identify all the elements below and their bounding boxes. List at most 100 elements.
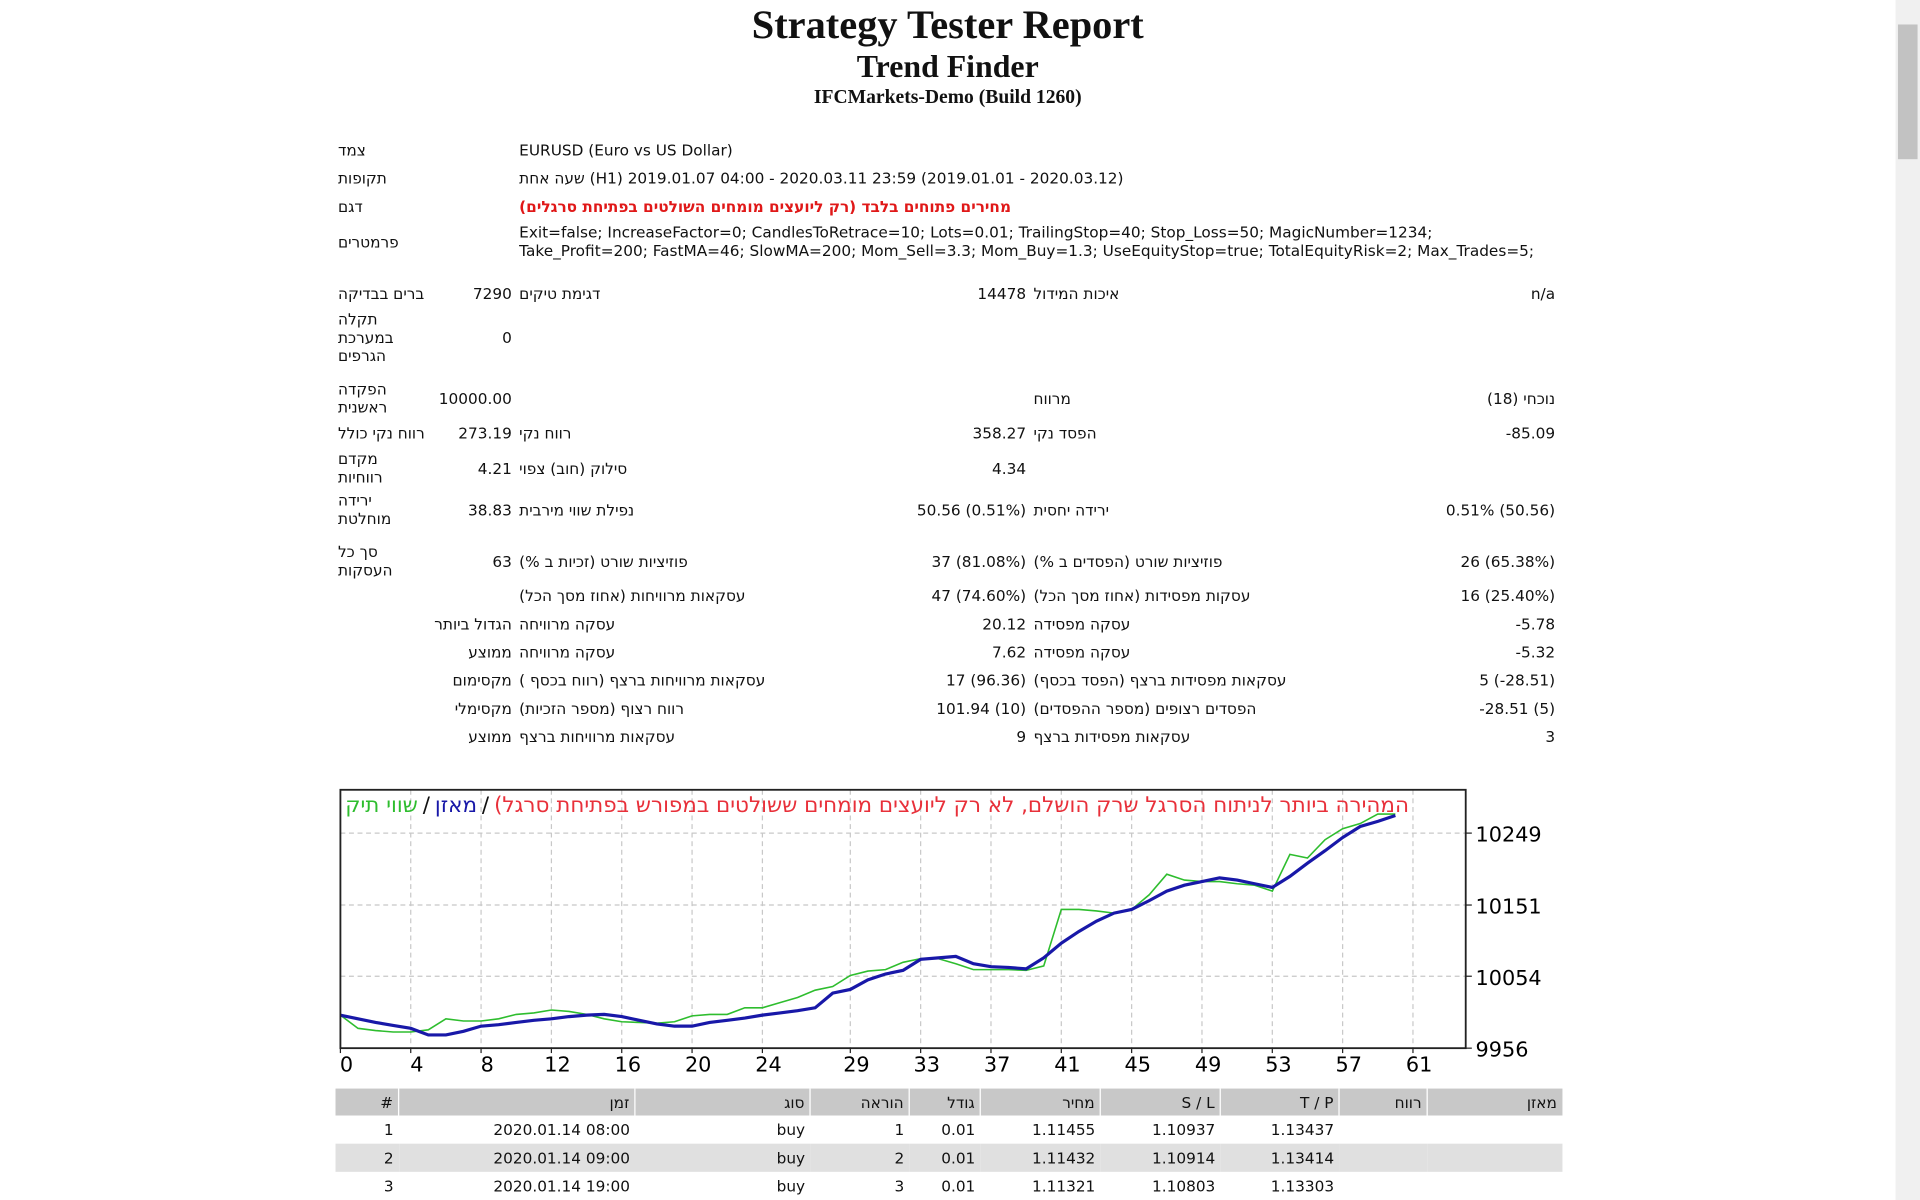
- stat-label: הפסדים רצופים (מספר ההפסדים): [1033, 699, 1257, 718]
- stat-value: 17 (96.36): [946, 671, 1027, 690]
- legend: מאזן/שווי תיק / המהירה ביותר לניתוח הסרגל …: [345, 792, 1465, 819]
- stat-label: עסקה מפסידה: [1033, 614, 1131, 634]
- column-header: מחיר: [979, 1088, 1101, 1116]
- column-header: גודל: [908, 1088, 981, 1116]
- info-row: תקופות שעה אחת (H1) 2019.01.07 04:00 - 20…: [334, 164, 1558, 192]
- y-tick-label: 10054: [1476, 966, 1542, 990]
- trade-cell: 2020.01.14 08:00: [493, 1120, 630, 1139]
- stat-value: 37 (81.08%): [931, 551, 1027, 570]
- trade-cell: 1.10937: [1151, 1120, 1216, 1139]
- stat-value: -85.09: [1505, 423, 1556, 443]
- stat-label: מרווח: [1033, 388, 1071, 408]
- trade-cell: 1.13437: [1270, 1120, 1335, 1139]
- series-line: [339, 813, 1396, 1033]
- trade-cell: 1.11455: [1031, 1120, 1096, 1139]
- scrollbar-thumb[interactable]: [1897, 24, 1918, 160]
- info-label: צמד: [337, 140, 366, 160]
- stat-label: דגימת טיקים: [519, 284, 601, 303]
- stats-row: סך כל העסקות 63 פוזיציות שורט (זכיות ב %) 3…: [334, 540, 1558, 582]
- trade-cell: 1.11432: [980, 1143, 1101, 1172]
- stat-value: 20.12: [982, 614, 1027, 634]
- stat-value: 273.19: [458, 423, 512, 443]
- stat-label: פוזיציות שורט (זכיות ב %): [519, 551, 688, 570]
- x-tick-label: 45: [1125, 1052, 1151, 1076]
- column-header: T / P: [1219, 1088, 1339, 1116]
- trade-cell: 0.01: [909, 1143, 981, 1172]
- stat-value: 10000.00: [438, 388, 512, 408]
- legend-separator: /: [481, 793, 490, 818]
- trade-row: 1 2020.01.14 08:00 buy 1 0.01 1.11455 1.10937 1…: [335, 1116, 1562, 1144]
- info-label: דגם: [337, 197, 363, 216]
- stat-value: 0.51% (50.56): [1445, 500, 1556, 519]
- x-tick-label: 49: [1195, 1052, 1221, 1076]
- stat-label: עסקאות מרוויחות ברצף: [519, 727, 676, 746]
- stats-row: רווח נקי כולל 273.19 רווח נקי 358.27 הפסד נק…: [334, 419, 1558, 447]
- trade-cell: 1.11321: [1031, 1176, 1096, 1196]
- empty-cell: [1339, 1116, 1427, 1144]
- info-row: צמד EURUSD (Euro vs US Dollar): [334, 136, 1558, 164]
- stats-row: הגדול ביותר עסקה מרוויחה 20.12 עסקה מפסידה -…: [334, 610, 1558, 638]
- stat-label: עסקאות מפסידות ברצף (הפסד בכסף): [1033, 671, 1287, 690]
- stat-label: עסקה מרוויחה: [519, 614, 616, 634]
- scrollbar[interactable]: [1895, 0, 1920, 1200]
- stat-value: 5 (-28.51): [1479, 671, 1556, 690]
- stat-value: 26 (65.38%): [1460, 551, 1556, 570]
- trade-cell: 3: [383, 1176, 394, 1196]
- empty-cell: [1427, 1172, 1562, 1200]
- stat-value: 4.34: [992, 458, 1027, 477]
- x-tick-label: 0: [340, 1052, 353, 1076]
- stat-value: 4.21: [477, 458, 512, 477]
- trade-cell: 2: [334, 1143, 399, 1172]
- stats-row: תקלה במערכת הגרפים 0: [334, 307, 1558, 377]
- stat-label: נפילת שווי מירבית: [519, 500, 635, 519]
- column-header: רווח: [1338, 1088, 1428, 1116]
- info-table: צמד EURUSD (Euro vs US Dollar) תקופות שעה א…: [334, 136, 1558, 262]
- stat-value: n/a: [1530, 284, 1556, 303]
- stat-label: עסקות מפסידות (אחוז מסך הכל): [1033, 586, 1251, 605]
- trade-cell: 0.01: [941, 1120, 976, 1139]
- column-header: S / L: [1099, 1088, 1221, 1116]
- trade-cell: buy: [634, 1143, 810, 1172]
- x-tick-label: 41: [1054, 1052, 1080, 1076]
- stat-value: נוכחי (18): [1486, 388, 1556, 408]
- stat-value: 7.62: [992, 642, 1027, 662]
- report-header: Strategy Tester Report Trend Finder IFCM…: [0, 2, 1896, 110]
- trade-cell: 2020.01.14 09:00: [398, 1143, 635, 1172]
- stat-label: עסקה מרוויחה: [519, 642, 616, 662]
- trade-cell: 0.01: [941, 1176, 976, 1196]
- trade-cell: buy: [776, 1176, 806, 1196]
- stat-value: -5.32: [1515, 642, 1556, 662]
- stats-row: ברים בבדיקה 7290 דגימת טיקים 14478 איכות המי…: [334, 279, 1558, 307]
- info-value: שעה אחת (H1) 2019.01.07 04:00 - 2020.03.…: [519, 168, 1124, 188]
- stat-value: 63: [492, 551, 512, 570]
- stat-label: עסקאות מרוויחות ברצף (רווח בכסף ): [519, 671, 766, 690]
- x-tick-label: 61: [1406, 1052, 1432, 1076]
- info-label: תקופות: [337, 168, 387, 188]
- stats-row: מקסימום עסקאות מרוויחות ברצף (רווח בכסף )…: [334, 666, 1558, 694]
- x-tick-label: 53: [1265, 1052, 1291, 1076]
- stat-label: רווח רצוף (מספר הזכיות): [519, 699, 684, 718]
- y-tick-label: 9956: [1476, 1038, 1529, 1062]
- info-value: מחירים פתוחים בלבד (רק ליועצים מומחים הש…: [519, 197, 1012, 216]
- x-tick-label: 16: [615, 1052, 641, 1076]
- stat-value: 14478: [977, 284, 1027, 303]
- column-header: מאזן: [1426, 1088, 1562, 1116]
- x-tick-label: 4: [410, 1052, 423, 1076]
- stat-label: תקלה במערכת הגרפים: [337, 309, 394, 365]
- x-tick-label: 33: [914, 1052, 940, 1076]
- stat-label: רווח נקי כולל: [337, 423, 425, 443]
- x-tick-label: 37: [984, 1052, 1010, 1076]
- stat-label: ירידה מוחלטת: [337, 491, 392, 528]
- stats-row: מקסימלי רווח רצוף (מספר הזכיות) 101.94 (10…: [334, 694, 1558, 722]
- x-tick-label: 57: [1336, 1052, 1362, 1076]
- trade-cell: buy: [776, 1120, 806, 1139]
- stats-row: ירידה מוחלטת 38.83 נפילת שווי מירבית 50.56 …: [334, 489, 1558, 540]
- stats-row: ממוצע עסקה מרוויחה 7.62 עסקה מפסידה -5.32: [334, 638, 1558, 666]
- group-label: הגדול ביותר: [434, 614, 512, 634]
- stat-value: -28.51 (5): [1479, 699, 1556, 718]
- trade-cell: 1: [894, 1120, 905, 1139]
- series-line: [340, 813, 1396, 1037]
- column-header: הוראה: [809, 1088, 910, 1116]
- stat-label: מקדם רווחיות: [337, 449, 383, 487]
